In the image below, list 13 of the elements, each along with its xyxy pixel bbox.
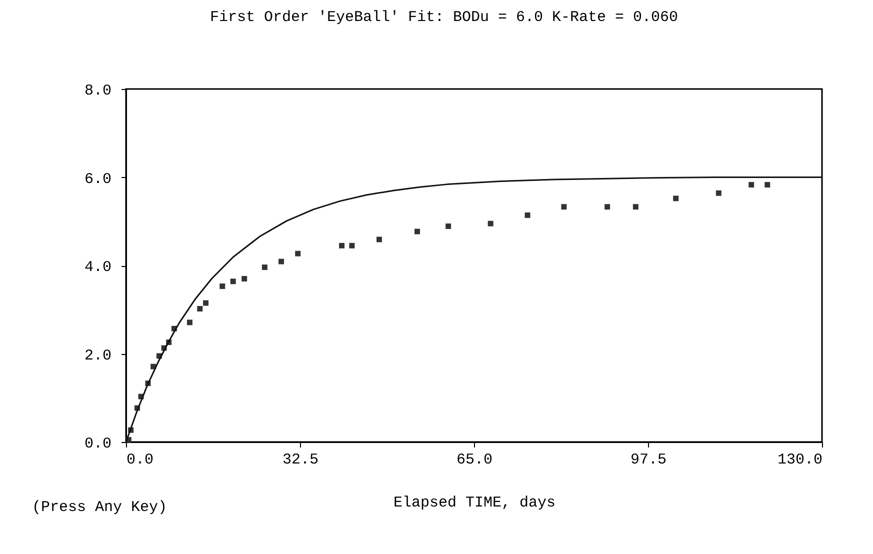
y-tick-label: 4.0 xyxy=(84,259,112,276)
x-tick-label: 0.0 xyxy=(126,452,154,468)
text: (Press Any Key) xyxy=(32,499,168,516)
y-tick-label: 6.0 xyxy=(84,170,112,188)
y-tick-label: 0.0 xyxy=(84,436,112,452)
y-tick-label: 8.0 xyxy=(84,82,112,100)
y-tick-label: 2.0 xyxy=(84,347,112,364)
x-tick-label: 65.0 xyxy=(456,452,493,468)
x-tick-label: 130.0 xyxy=(777,452,822,468)
x-axis-title: Elapsed TIME, days xyxy=(393,494,556,512)
x-tick-label: 32.5 xyxy=(282,452,319,468)
chart-title: First Order 'EyeBall' Fit: BODu = 6.0 K-Rate = 0.060 xyxy=(210,9,678,26)
x-tick-label: 97.5 xyxy=(630,452,667,468)
